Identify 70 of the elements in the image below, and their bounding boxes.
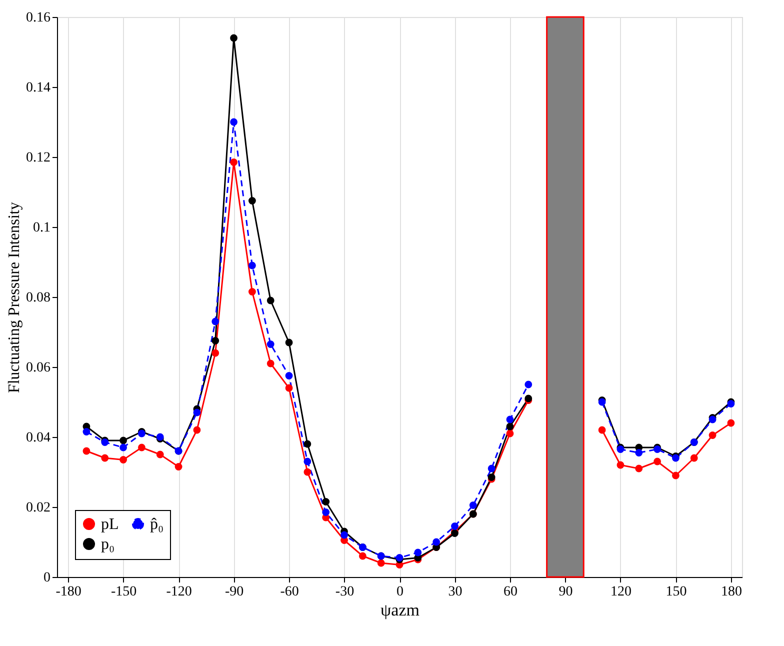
point [432, 538, 440, 546]
x-tick-label: 60 [503, 584, 518, 600]
point [304, 440, 312, 448]
point [138, 444, 146, 452]
point [248, 262, 256, 270]
x-tick-label: 30 [448, 584, 462, 600]
point [212, 318, 220, 326]
point [377, 559, 385, 567]
point [285, 338, 293, 346]
x-tick-label: -90 [224, 584, 244, 600]
point [82, 447, 90, 455]
point [120, 436, 127, 444]
point [212, 349, 220, 357]
y-tick-label: 0.08 [26, 290, 50, 306]
y-tick-label: 0.16 [26, 10, 50, 26]
y-tick-label: 0.1 [33, 220, 50, 236]
x-tick-label: -180 [56, 584, 82, 600]
legend-label: p̂₀ [150, 516, 164, 533]
point [506, 416, 514, 424]
point [248, 197, 256, 204]
x-tick-label: -30 [335, 584, 354, 600]
point [469, 502, 477, 509]
point [304, 468, 312, 476]
point [322, 498, 330, 506]
point [120, 444, 127, 452]
point [340, 531, 348, 539]
point [506, 422, 514, 430]
y-tick-label: 0 [44, 570, 50, 586]
point [248, 288, 256, 296]
point [193, 426, 201, 434]
y-tick-label: 0.04 [26, 430, 50, 446]
y-tick-label: 0.06 [26, 360, 50, 376]
point [266, 340, 274, 348]
point [212, 337, 220, 344]
point [230, 118, 238, 126]
point [266, 296, 274, 304]
point [82, 428, 90, 436]
point [120, 456, 127, 464]
x-tick-label: 90 [558, 584, 573, 600]
x-tick-label: 120 [610, 584, 632, 600]
x-tick-label: 0 [396, 584, 404, 600]
point [358, 552, 366, 560]
point [285, 372, 293, 380]
point [193, 408, 201, 416]
point [451, 522, 458, 530]
x-axis-title: ψazm [380, 600, 420, 620]
y-tick-label: 0.12 [26, 150, 50, 166]
point [156, 450, 164, 458]
point [266, 360, 274, 368]
point [524, 380, 532, 388]
point [174, 463, 182, 470]
legend-label: pL [101, 516, 119, 533]
point [230, 34, 238, 42]
point [506, 430, 514, 438]
x-tick-label: -150 [110, 584, 137, 600]
point [101, 454, 109, 462]
y-tick-label: 0.14 [26, 80, 50, 96]
x-tick-label: -60 [280, 584, 299, 600]
x-tick-label: 150 [666, 584, 687, 600]
y-axis-title: Fluctuating Pressure Intensity [6, 202, 23, 394]
point [488, 464, 496, 472]
x-tick-label: 180 [720, 584, 742, 600]
x-tick-label: -120 [166, 584, 192, 600]
point [414, 548, 422, 556]
point [230, 158, 238, 166]
y-tick-label: 0.02 [26, 500, 50, 516]
point [285, 384, 293, 392]
legend-label: p₀ [101, 536, 115, 553]
point [304, 458, 312, 466]
point [322, 508, 330, 516]
